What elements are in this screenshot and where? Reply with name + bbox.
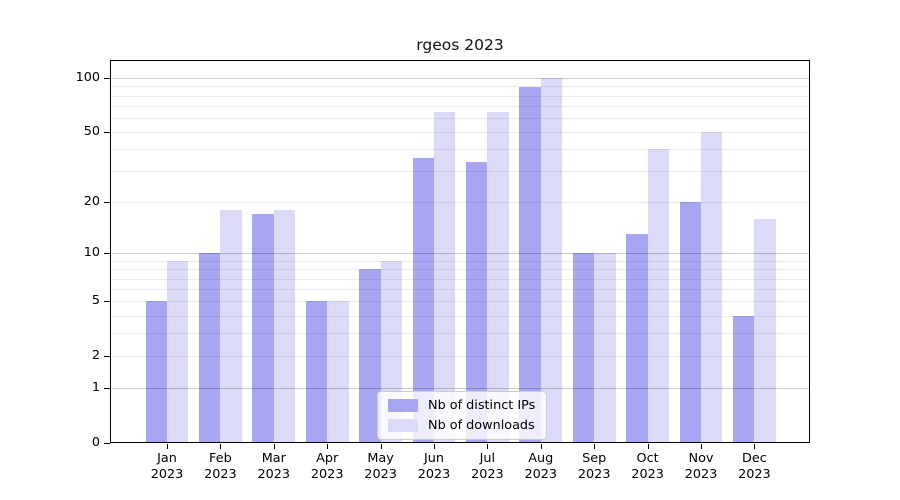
bar-downloads: [647, 149, 669, 443]
y-axis-tick: [104, 356, 110, 358]
bar-downloads: [220, 210, 242, 443]
x-axis-tick: [487, 444, 489, 449]
y-axis-tick: [104, 202, 110, 204]
x-axis-tick-label: Sep 2023: [577, 451, 611, 482]
x-axis-tick-label: Dec 2023: [738, 451, 771, 482]
bar-distinct-ips: [359, 269, 381, 443]
x-axis-tick-label: Jul 2023: [471, 451, 504, 482]
bar-distinct-ips: [199, 253, 221, 443]
chart-title: rgeos 2023: [416, 36, 504, 54]
bar-distinct-ips: [466, 161, 488, 443]
bar-downloads: [754, 218, 776, 443]
gridline-minor: [110, 86, 810, 88]
legend-label-downloads: Nb of downloads: [428, 418, 535, 433]
bar-distinct-ips: [679, 202, 701, 443]
x-axis-tick-label: Oct 2023: [631, 451, 664, 482]
y-axis-tick: [104, 132, 110, 134]
x-axis-tick-label: Mar 2023: [257, 451, 291, 482]
y-axis-tick: [104, 78, 110, 80]
bar-downloads: [594, 253, 616, 443]
y-axis-tick-label: 50: [83, 124, 100, 140]
x-axis-tick: [167, 444, 168, 449]
x-axis-tick: [540, 444, 542, 449]
gridline-minor: [110, 117, 810, 119]
bar-downloads: [273, 210, 296, 443]
bar-distinct-ips: [733, 315, 755, 443]
bar-downloads: [327, 301, 349, 443]
legend-item-distinct-ips: Nb of distinct IPs: [386, 398, 538, 413]
y-axis-tick: [104, 388, 110, 390]
y-axis-tick: [104, 443, 110, 444]
bar-distinct-ips: [572, 253, 595, 443]
legend-swatch-downloads-icon: [388, 419, 418, 432]
x-axis-tick-label: Apr 2023: [310, 451, 344, 482]
legend: Nb of distinct IPs Nb of downloads: [377, 391, 547, 440]
bar-downloads: [540, 78, 563, 443]
bar-distinct-ips: [305, 301, 328, 443]
y-axis-tick-label: 5: [91, 293, 100, 309]
bar-downloads: [434, 111, 456, 443]
bar-downloads: [487, 111, 509, 443]
bar-distinct-ips: [626, 234, 648, 443]
x-axis-tick: [273, 444, 275, 449]
bar-downloads: [701, 132, 723, 443]
legend-label-distinct-ips: Nb of distinct IPs: [428, 398, 536, 413]
bar-distinct-ips: [252, 214, 274, 443]
bar-distinct-ips: [519, 87, 541, 443]
x-axis-tick-label: Aug 2023: [524, 451, 558, 482]
x-axis-tick-label: May 2023: [364, 451, 397, 482]
y-axis-tick-label: 0: [91, 435, 100, 450]
gridline-minor: [110, 105, 810, 107]
bar-downloads: [167, 260, 189, 443]
x-axis-tick-label: Jan 2023: [150, 451, 184, 482]
x-axis-tick: [701, 444, 702, 449]
y-axis-tick-label: 100: [75, 70, 100, 86]
legend-swatch-distinct-ips-icon: [388, 399, 418, 412]
bar-distinct-ips: [145, 301, 167, 443]
x-axis-tick: [327, 444, 329, 449]
x-axis-tick: [647, 444, 649, 449]
x-axis-tick: [380, 444, 382, 449]
y-axis-tick: [104, 301, 110, 303]
y-axis-tick-label: 10: [83, 245, 100, 261]
x-axis-tick: [434, 444, 435, 449]
x-axis-tick-label: Feb 2023: [204, 451, 237, 482]
bar-distinct-ips: [412, 157, 434, 443]
x-axis-tick: [594, 444, 596, 449]
x-axis-tick-label: Jun 2023: [417, 451, 451, 482]
y-axis-tick: [104, 253, 110, 255]
y-axis-tick-label: 1: [91, 380, 100, 396]
x-axis-tick-label: Nov 2023: [684, 451, 718, 482]
gridline-major: [110, 78, 810, 80]
legend-item-downloads: Nb of downloads: [386, 418, 538, 433]
gridline-minor: [110, 95, 810, 97]
y-axis-tick-label: 2: [91, 348, 100, 364]
y-axis-tick-label: 20: [83, 194, 100, 210]
x-axis-tick: [754, 444, 756, 449]
x-axis-tick: [220, 444, 222, 449]
